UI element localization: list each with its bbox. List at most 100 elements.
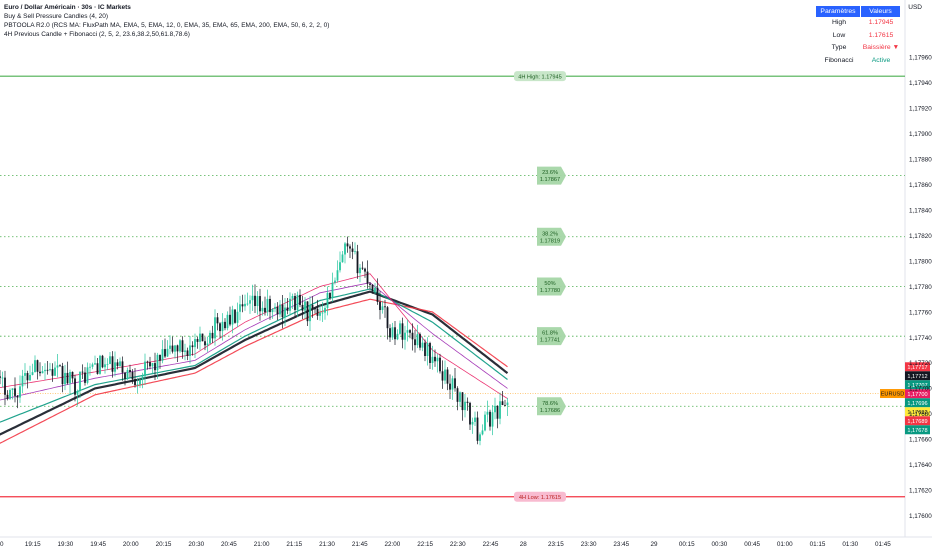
candle-body (64, 372, 66, 385)
candle-body (336, 270, 339, 281)
candle-body (161, 349, 164, 361)
candle-body (496, 405, 499, 419)
candle-body (271, 309, 274, 313)
candle-body (4, 377, 6, 395)
candle-body (236, 311, 239, 323)
candle-body (296, 294, 299, 310)
candle-body (61, 365, 64, 385)
candle-body (269, 298, 271, 313)
candle-body (279, 304, 281, 315)
candle-body (29, 374, 31, 381)
candle-body (266, 298, 269, 313)
candle-body (191, 345, 194, 348)
candle-body (369, 283, 371, 285)
candle-body (144, 361, 146, 377)
y-tick-label: 1,17840 (909, 207, 932, 214)
candle-body (366, 271, 369, 284)
indicator-legend-fibonacci[interactable]: 4H Previous Candle + Fibonacci (2, 5, 2,… (4, 31, 190, 38)
y-tick-label: 1,17900 (909, 131, 932, 138)
x-tick-label: 22:15 (417, 541, 433, 548)
x-tick-label: 20:15 (156, 541, 172, 548)
candle-body (264, 307, 266, 313)
candle-body (181, 340, 184, 352)
candle-body (354, 251, 356, 253)
candle-body (389, 328, 391, 338)
y-tick-label: 1,17940 (909, 80, 932, 87)
candle-body (121, 361, 124, 373)
candle-body (146, 361, 149, 363)
candle-body (441, 371, 444, 381)
level-label-text: 4H Low: 1.17615 (519, 495, 561, 501)
candle-body (346, 243, 349, 247)
candle-body (364, 268, 366, 272)
candle-body (484, 414, 486, 431)
y-tick-label: 1,17800 (909, 258, 932, 265)
candle-body (186, 350, 189, 356)
candle-body (101, 355, 104, 368)
level-label-box (514, 71, 566, 82)
candle-body (506, 402, 509, 406)
candle-body (486, 411, 489, 415)
symbol-title[interactable]: Euro / Dollar Américain · 30s · IC Marke… (4, 4, 131, 11)
candle-body (41, 371, 44, 374)
candle-body (14, 388, 16, 396)
candle-body (421, 342, 424, 348)
fib-label-box (537, 166, 566, 185)
fib-label-percent: 23.6% (542, 170, 558, 176)
indicator-legend-bsp[interactable]: Buy & Sell Pressure Candles (4, 20) (4, 13, 109, 20)
fib-label-price: 1.17819 (540, 238, 560, 244)
candle-body (141, 376, 144, 380)
fib-label-price: 1.17686 (540, 408, 560, 414)
indicator-legend-pbtoola[interactable]: PBTOOLA R2.0 (RCS MA: FluxPath MA, EMA, … (4, 22, 330, 29)
x-tick-label: 00:15 (679, 541, 695, 548)
candle-body (316, 308, 319, 316)
y-tick-label: 1,17960 (909, 54, 932, 61)
y-tick-label: 1,17920 (909, 105, 932, 112)
candle-body (0, 376, 1, 378)
candle-body (476, 417, 479, 441)
candle-body (479, 434, 481, 441)
price-tag (905, 416, 930, 426)
x-tick-label: 29 (650, 541, 658, 548)
candle-body (304, 301, 306, 311)
candle-body (489, 411, 491, 427)
candle-body (311, 305, 314, 309)
candle-body (301, 304, 304, 311)
candle-body (419, 334, 421, 348)
candle-body (221, 321, 224, 332)
candle-body (299, 294, 301, 305)
candle-body (49, 369, 51, 371)
candle-body (324, 307, 326, 313)
price-tag (905, 362, 930, 372)
candle-body (446, 369, 449, 384)
candle-body (461, 392, 464, 411)
candle-body (319, 312, 321, 316)
candle-body (74, 378, 76, 395)
candle-body (284, 307, 286, 318)
x-tick-label: 20:30 (188, 541, 204, 548)
candle-body (449, 383, 451, 390)
table-row: Fibonacci Active (816, 55, 900, 68)
candle-body (154, 363, 156, 371)
currency-label[interactable]: USD (908, 4, 922, 11)
candle-body (94, 363, 96, 365)
y-tick-label: 1,17600 (909, 513, 932, 520)
candle-body (234, 309, 236, 323)
price-tag-label: 1,17692 (907, 410, 927, 416)
candle-body (424, 342, 426, 357)
candle-body (504, 404, 506, 406)
y-tick-label: 1,17780 (909, 284, 932, 291)
y-tick-label: 1,17620 (909, 488, 932, 495)
y-tick-label: 1,17860 (909, 182, 932, 189)
x-tick-label: 01:45 (875, 541, 891, 548)
x-tick-label: 22:30 (450, 541, 466, 548)
price-tag (905, 389, 930, 399)
y-tick-label: 1,17740 (909, 335, 932, 342)
fib-label-price: 1.17741 (540, 338, 560, 344)
candle-body (156, 354, 159, 371)
candle-body (81, 371, 84, 373)
table-key-low: Low (832, 31, 846, 39)
price-tag-label: 1,17712 (907, 374, 927, 380)
candle-body (356, 251, 359, 274)
